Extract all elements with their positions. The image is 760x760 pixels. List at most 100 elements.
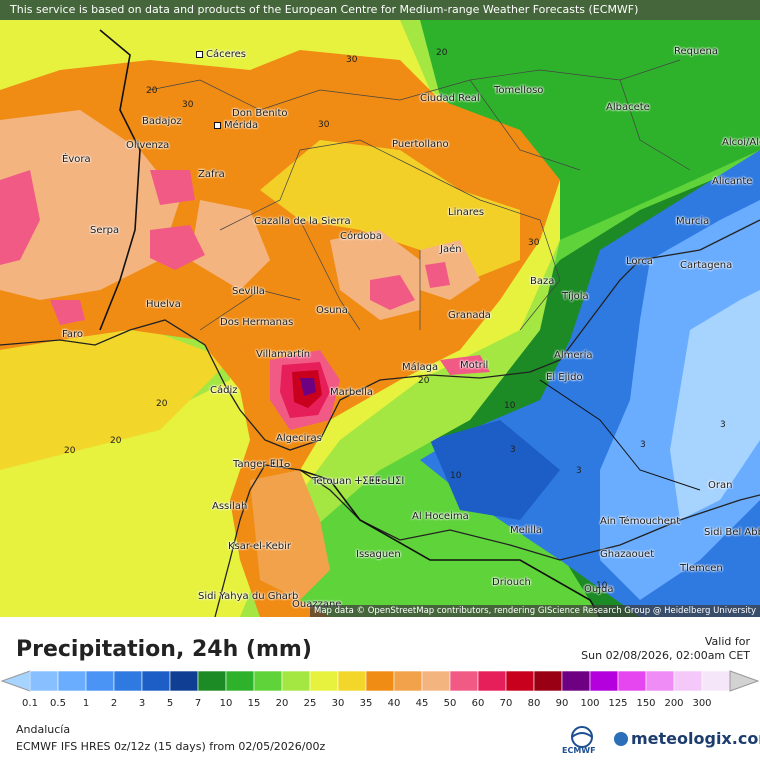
city-label[interactable]: Melilla: [510, 525, 543, 536]
city-label[interactable]: Assilah: [212, 501, 248, 512]
scale-swatch: [477, 670, 507, 692]
scale-tick-label: 45: [415, 698, 429, 709]
scale-tick-labels: 0.1 0.5 1 2 3 5 7 10 15 20 25 30 35 40 45 50 60 70 80 90 100…: [0, 698, 760, 712]
city-label[interactable]: Tetouan ⵜⵉⵟⵟⴰⵡⵉⵏ: [312, 476, 405, 487]
scale-swatch: [505, 670, 535, 692]
contour-label: 3: [640, 440, 646, 450]
city-label[interactable]: Huelva: [146, 299, 181, 310]
scale-swatch: [449, 670, 479, 692]
legend-panel: Precipitation, 24h (mm) Valid for Sun 02…: [0, 617, 760, 760]
scale-tick-label: 0.5: [50, 698, 66, 709]
scale-swatch: [617, 670, 647, 692]
scale-tick-label: 100: [580, 698, 600, 709]
city-label[interactable]: Albacete: [606, 102, 650, 113]
scale-high-cap: [729, 670, 760, 692]
city-label[interactable]: Ksar-el-Kebir: [228, 541, 291, 552]
city-label[interactable]: Cádiz: [210, 385, 238, 396]
city-label[interactable]: Dos Hermanas: [220, 317, 294, 328]
city-label[interactable]: Algeciras: [276, 433, 322, 444]
city-label[interactable]: Sidi Yahya du Gharb: [198, 591, 299, 602]
scale-tick-label: 30: [331, 698, 345, 709]
city-label[interactable]: Cartagena: [680, 260, 733, 271]
city-label[interactable]: Tlemcen: [680, 563, 723, 574]
city-label[interactable]: Marbella: [330, 387, 374, 398]
city-label[interactable]: Oran: [708, 480, 733, 491]
scale-tick-label: 200: [664, 698, 684, 709]
city-label[interactable]: Jaén: [440, 244, 462, 255]
scale-swatch: [645, 670, 675, 692]
city-label[interactable]: Oujda: [584, 584, 614, 595]
city-label[interactable]: Alcoi/Alcoy: [722, 137, 760, 148]
meteologix-brand[interactable]: meteologix.com: [614, 729, 760, 748]
scale-tick-label: 40: [387, 698, 401, 709]
city-label[interactable]: Baza: [530, 276, 555, 287]
scale-swatch: [253, 670, 283, 692]
city-label[interactable]: Zafra: [198, 169, 225, 180]
city-label[interactable]: Ain Témouchent: [600, 516, 681, 527]
model-info: ECMWF IFS HRES 0z/12z (15 days) from 02/…: [16, 740, 326, 753]
city-label[interactable]: Sevilla: [232, 286, 265, 297]
city-label[interactable]: Ciudad Real: [420, 93, 480, 104]
scale-tick-label: 150: [636, 698, 656, 709]
scale-tick-label: 15: [247, 698, 261, 709]
precipitation-map[interactable]: This service is based on data and produc…: [0, 0, 760, 617]
city-label[interactable]: Olivenza: [126, 140, 170, 151]
scale-swatch: [169, 670, 199, 692]
contour-label: 30: [318, 120, 330, 130]
scale-swatch: [561, 670, 591, 692]
valid-time: Sun 02/08/2026, 02:00am CET: [581, 649, 750, 662]
scale-swatch: [701, 670, 731, 692]
city-label[interactable]: Alicante: [712, 176, 753, 187]
scale-tick-label: 2: [110, 698, 118, 709]
scale-swatch: [673, 670, 703, 692]
city-label[interactable]: Lorca: [626, 256, 654, 267]
ecmwf-logo-icon: [571, 726, 593, 748]
scale-tick-label: 7: [194, 698, 202, 709]
scale-swatch: [57, 670, 87, 692]
city-label[interactable]: Don Benito: [232, 108, 288, 119]
contour-label: 30: [182, 100, 194, 110]
city-label[interactable]: Issaguen: [356, 549, 401, 560]
city-label[interactable]: Faro: [62, 329, 83, 340]
city-label[interactable]: Badajoz: [142, 116, 182, 127]
city-label[interactable]: Serpa: [90, 225, 120, 236]
contour-label: 10: [450, 471, 462, 481]
scale-tick-label: 5: [166, 698, 174, 709]
city-label[interactable]: Motril: [460, 360, 489, 371]
scale-swatch: [309, 670, 339, 692]
city-label[interactable]: Driouch: [492, 577, 531, 588]
city-label[interactable]: Córdoba: [340, 231, 382, 242]
scale-tick-label: 10: [219, 698, 233, 709]
city-label[interactable]: Tíjola: [562, 291, 589, 302]
city-label[interactable]: Almería: [554, 350, 593, 361]
city-label[interactable]: Cazalla de la Sierra: [254, 216, 351, 227]
scale-swatch: [225, 670, 255, 692]
city-label[interactable]: Requena: [674, 46, 718, 57]
city-label[interactable]: Mérida: [214, 120, 258, 131]
city-label[interactable]: Ghazaouet: [600, 549, 655, 560]
scale-low-cap: [0, 670, 31, 692]
city-label[interactable]: Osuna: [316, 305, 348, 316]
contour-label: 20: [110, 436, 122, 446]
scale-tick-label: 25: [303, 698, 317, 709]
scale-tick-label: 70: [499, 698, 513, 709]
city-label[interactable]: Cáceres: [196, 49, 246, 60]
scale-tick-label: 300: [692, 698, 712, 709]
city-label[interactable]: Évora: [62, 154, 91, 165]
city-label[interactable]: Málaga: [402, 362, 439, 373]
city-label[interactable]: Tanger ⵟⵏⵊⴰ: [233, 459, 291, 470]
city-label[interactable]: Ouazzane: [292, 599, 341, 610]
scale-swatch: [365, 670, 395, 692]
city-label[interactable]: Villamartín: [256, 349, 311, 360]
city-label[interactable]: Al Hoceima: [412, 511, 469, 522]
city-label[interactable]: Linares: [448, 207, 485, 218]
region-name: Andalucía: [16, 723, 71, 736]
city-label[interactable]: Granada: [448, 310, 491, 321]
scale-swatch: [29, 670, 59, 692]
contour-label: 20: [146, 86, 158, 96]
city-label[interactable]: Sidi Bel Abbès: [704, 527, 760, 538]
city-label[interactable]: Tomelloso: [494, 85, 544, 96]
city-label[interactable]: Murcia: [676, 216, 710, 227]
city-label[interactable]: Puertollano: [392, 139, 449, 150]
city-label[interactable]: El Ejido: [546, 372, 583, 383]
